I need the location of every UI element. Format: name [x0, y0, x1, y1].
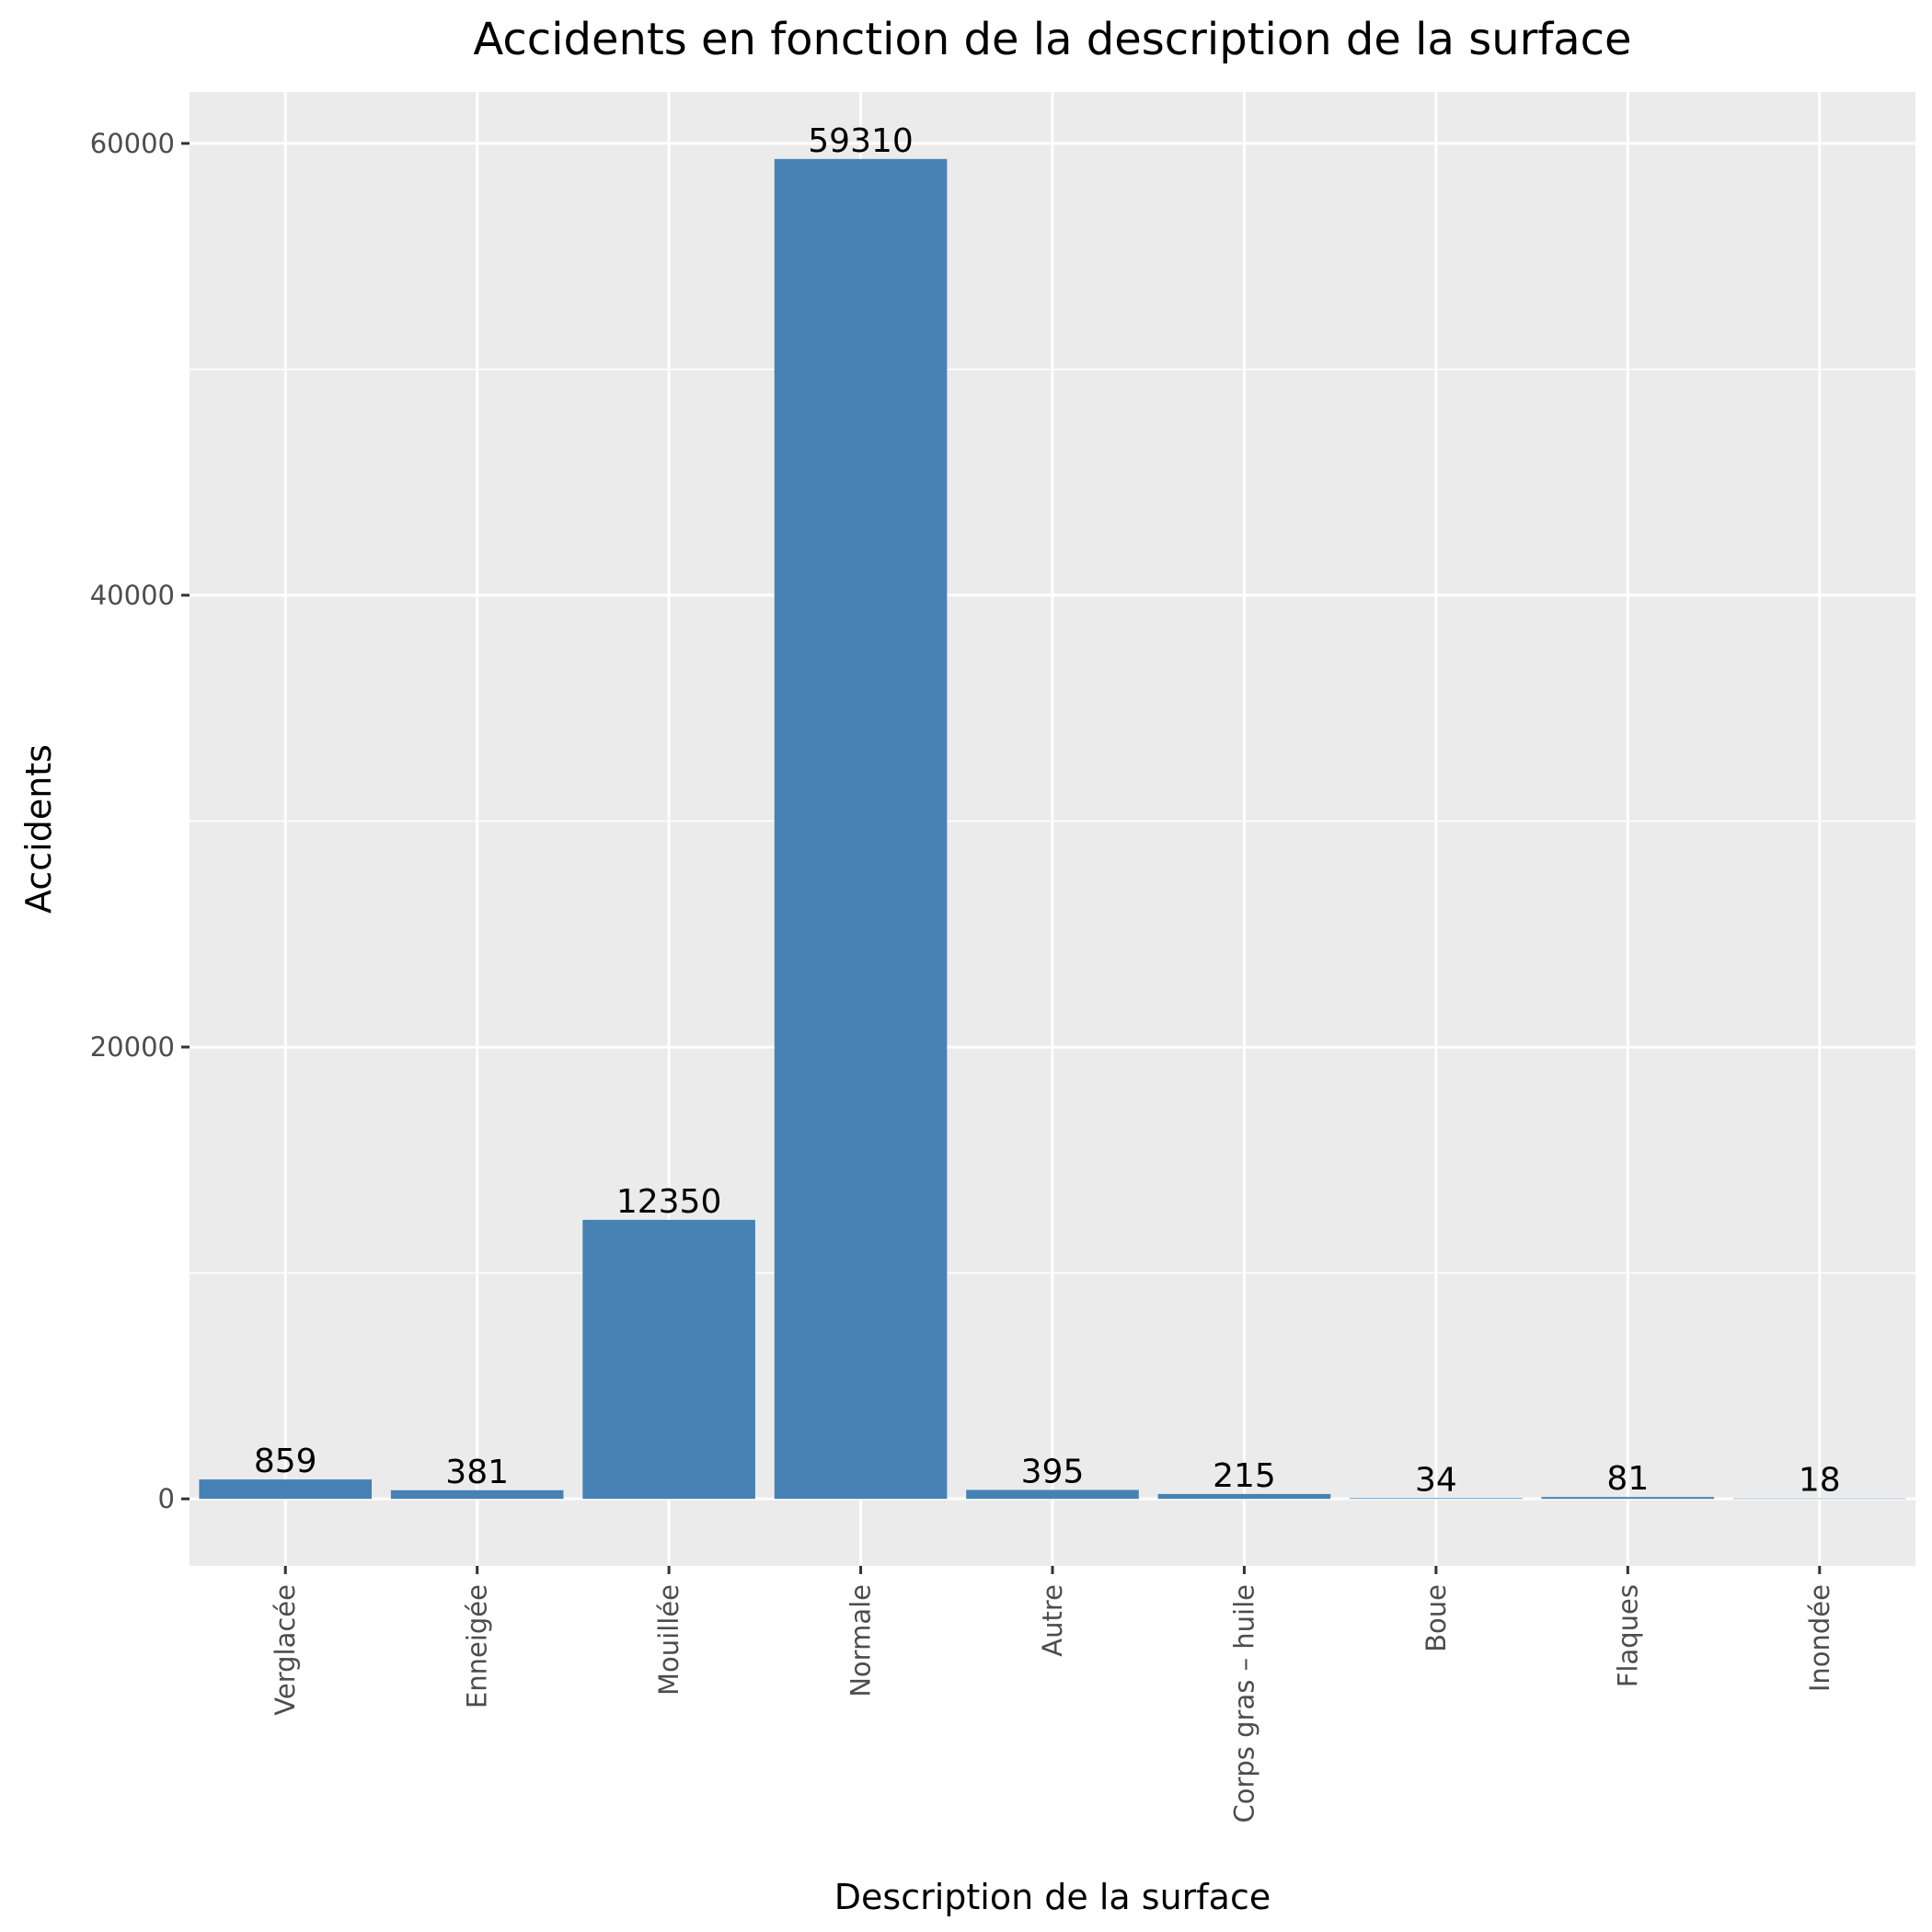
y-tick-label: 60000	[90, 128, 175, 159]
bar-value-label: 395	[1021, 1453, 1085, 1490]
bar-value-label: 12350	[616, 1183, 722, 1221]
x-tick-label: Mouillée	[653, 1584, 684, 1696]
bar-value-labels: 859 381 12350 59310 395 215 34 81 18	[254, 122, 1841, 1500]
chart-title: Accidents en fonction de la description …	[473, 14, 1631, 65]
x-axis: Verglacée Enneigée Mouillée Normale Autre Cor…	[270, 1566, 1835, 1823]
bar-value-label: 81	[1606, 1460, 1649, 1498]
bar-value-label: 34	[1415, 1461, 1457, 1499]
bar	[1732, 1498, 1906, 1500]
x-tick-label: Inondée	[1804, 1584, 1835, 1692]
x-tick-label: Corps gras – huile	[1228, 1584, 1259, 1823]
y-tick-label: 0	[158, 1483, 175, 1514]
x-tick-label: Autre	[1037, 1584, 1068, 1657]
bar	[966, 1489, 1139, 1500]
bar	[390, 1489, 564, 1500]
x-tick-label: Flaques	[1612, 1584, 1643, 1687]
bar	[199, 1479, 373, 1500]
bar	[1350, 1498, 1523, 1500]
bar	[582, 1219, 755, 1500]
y-axis-title: Accidents	[18, 744, 59, 914]
bar	[1157, 1493, 1331, 1500]
x-tick-label: Verglacée	[270, 1584, 301, 1716]
y-tick-label: 20000	[90, 1031, 175, 1063]
bar	[774, 158, 948, 1500]
bar-value-label: 59310	[808, 122, 914, 160]
bar-value-label: 18	[1799, 1462, 1841, 1500]
bar-value-label: 859	[254, 1443, 317, 1480]
x-tick-label: Enneigée	[462, 1584, 493, 1708]
x-tick-label: Boue	[1420, 1584, 1452, 1652]
x-axis-title: Description de la surface	[834, 1877, 1271, 1917]
bars	[199, 158, 1906, 1500]
bar-value-label: 381	[445, 1454, 509, 1491]
y-axis: 0 20000 40000 60000	[90, 128, 190, 1514]
bar-value-label: 215	[1213, 1457, 1276, 1495]
bar	[1541, 1497, 1715, 1500]
x-tick-label: Normale	[845, 1584, 877, 1697]
y-tick-label: 40000	[90, 580, 175, 611]
